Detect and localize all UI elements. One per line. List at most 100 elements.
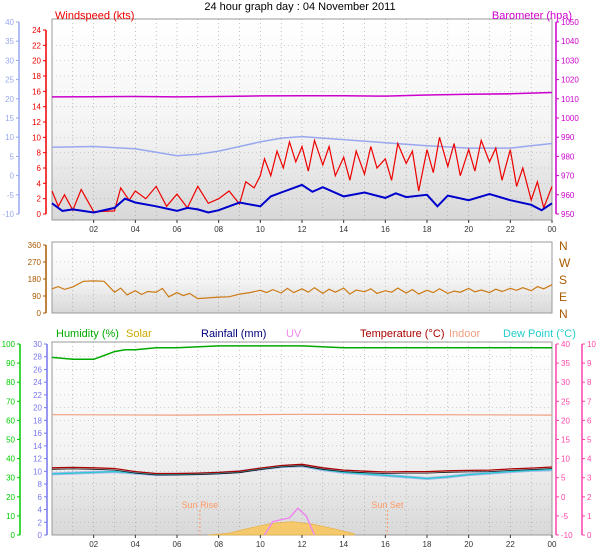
x-axis-label: 04 bbox=[131, 540, 140, 549]
rainfall-axis-label: 22 bbox=[33, 391, 42, 400]
uv-axis-label: 6 bbox=[587, 416, 592, 425]
wind-outer-axis-label: 15 bbox=[5, 114, 14, 123]
weather-axes: 1009080706050403020100302826242220181614… bbox=[2, 340, 597, 540]
x-axis-label: 18 bbox=[423, 540, 432, 549]
x-axis-label: 02 bbox=[89, 540, 98, 549]
humidity-axis-label: 0 bbox=[11, 531, 16, 540]
rainfall-axis-label: 0 bbox=[38, 531, 43, 540]
x-axis-label: 16 bbox=[381, 540, 390, 549]
humidity-axis-label: 60 bbox=[6, 416, 15, 425]
x-axis-label: 20 bbox=[464, 225, 473, 234]
wind-outer-axis-label: 25 bbox=[5, 76, 14, 85]
x-axis-label: 08 bbox=[214, 540, 223, 549]
rainfall-axis-label: 26 bbox=[33, 365, 42, 374]
windspeed-line bbox=[51, 137, 553, 213]
sun-rise-label: Sun Rise bbox=[182, 500, 219, 510]
wind-axis-label: 0 bbox=[37, 210, 42, 219]
solar-header: Solar bbox=[126, 328, 152, 340]
wind-outer-axis-label: 35 bbox=[5, 37, 14, 46]
x-axis-label: 10 bbox=[256, 540, 265, 549]
uv-axis-label: 0 bbox=[587, 531, 592, 540]
wind-direction-grid bbox=[52, 242, 552, 313]
wind-axis-label: 10 bbox=[32, 133, 41, 142]
wind-axis-label: 24 bbox=[32, 26, 41, 35]
humidity-axis-label: 90 bbox=[6, 359, 15, 368]
rainfall-header: Rainfall (mm) bbox=[201, 328, 266, 340]
wind-outer-axis-label: 30 bbox=[5, 56, 14, 65]
humidity-axis-label: 100 bbox=[2, 340, 16, 349]
barometer-axis-label: 1040 bbox=[561, 37, 579, 46]
temperature-axis-label: 0 bbox=[561, 493, 566, 502]
wind-baro-grid bbox=[52, 19, 552, 220]
rainfall-axis-label: 12 bbox=[33, 455, 42, 464]
temperature-shadow-line bbox=[51, 465, 553, 476]
barometer-axis-label: 950 bbox=[561, 210, 575, 219]
solar-area bbox=[208, 521, 355, 536]
rainfall-axis-label: 16 bbox=[33, 429, 42, 438]
uv-axis-label: 5 bbox=[587, 436, 592, 445]
wind-direction-series bbox=[51, 280, 553, 300]
barometer-axis-label: 980 bbox=[561, 152, 575, 161]
temperature-axis-label: 35 bbox=[561, 359, 570, 368]
uv-axis-label: 8 bbox=[587, 378, 592, 387]
x-axis-label: 04 bbox=[131, 225, 140, 234]
rainfall-axis-label: 24 bbox=[33, 378, 42, 387]
x-axis-label: 14 bbox=[339, 540, 348, 549]
uv-axis-label: 4 bbox=[587, 455, 592, 464]
average-wind-line bbox=[51, 183, 553, 214]
uv-axis-label: 10 bbox=[587, 340, 596, 349]
x-axis-label: 14 bbox=[339, 225, 348, 234]
temperature-axis-label: 25 bbox=[561, 397, 570, 406]
weather-series: Sun Rise Sun Set bbox=[51, 345, 553, 536]
rainfall-axis-label: 18 bbox=[33, 416, 42, 425]
barometer-axis-label: 1030 bbox=[561, 56, 579, 65]
wind-direction-line bbox=[51, 280, 553, 300]
humidity-header: Humidity (%) bbox=[56, 328, 119, 340]
wind-axis-label: 16 bbox=[32, 87, 41, 96]
temperature-axis-label: 15 bbox=[561, 436, 570, 445]
x-axis-label: 00 bbox=[548, 225, 557, 234]
x-axis-label: 18 bbox=[423, 225, 432, 234]
rainfall-axis-label: 6 bbox=[38, 493, 43, 502]
barometer-axis-label: 1050 bbox=[561, 18, 579, 27]
x-axis-label: 10 bbox=[256, 225, 265, 234]
direction-compass-label: S bbox=[559, 273, 567, 287]
direction-degree-axis: 360 270 180 90 0 bbox=[28, 241, 47, 318]
direction-degree-axis-label: 270 bbox=[28, 258, 42, 267]
wind-outer-axis-label: 0 bbox=[10, 172, 15, 181]
wind-outer-axis-label: 20 bbox=[5, 95, 14, 104]
rainfall-axis-label: 8 bbox=[38, 480, 43, 489]
windspeed-header: Windspeed (kts) bbox=[55, 10, 134, 22]
weather-x-axis: 02 04 06 08 10 12 14 16 18 20 22 00 bbox=[89, 535, 557, 549]
wind-baro-panel: Windspeed (kts) Barometer (hpa) 40353025… bbox=[2, 10, 579, 234]
x-axis-label: 06 bbox=[173, 225, 182, 234]
x-axis-label: 22 bbox=[506, 540, 515, 549]
x-axis-label: 12 bbox=[298, 225, 307, 234]
humidity-line bbox=[51, 345, 552, 361]
direction-compass-label: N bbox=[559, 239, 568, 253]
wind-outer-axis-label: 10 bbox=[5, 133, 14, 142]
wind-direction-plot-area bbox=[51, 241, 553, 314]
wind-axis-label: 12 bbox=[32, 118, 41, 127]
temperature-axis-label: 5 bbox=[561, 474, 566, 483]
x-axis-label: 20 bbox=[464, 540, 473, 549]
uv-axis-label: 9 bbox=[587, 359, 592, 368]
uv-axis-label: 1 bbox=[587, 512, 592, 521]
indoor-line bbox=[51, 413, 553, 416]
uv-axis-label: 2 bbox=[587, 493, 592, 502]
barometer-axis-label: 990 bbox=[561, 133, 575, 142]
x-axis-label: 02 bbox=[89, 225, 98, 234]
uv-axis-label: 3 bbox=[587, 474, 592, 483]
wind-outer-axis: 40 35 30 25 20 15 10 5 0 -5 -10 bbox=[2, 18, 20, 219]
wind-axis-label: 14 bbox=[32, 103, 41, 112]
wind-outer-axis-label: -5 bbox=[7, 191, 15, 200]
wind-baro-x-axis: 02 04 06 08 10 12 14 16 18 20 22 00 bbox=[89, 220, 557, 234]
rainfall-axis-label: 20 bbox=[33, 404, 42, 413]
wind-axis-label: 18 bbox=[32, 72, 41, 81]
direction-degree-axis-label: 90 bbox=[32, 292, 41, 301]
indoor-header: Indoor bbox=[449, 328, 481, 340]
direction-compass-label: N bbox=[559, 307, 568, 321]
